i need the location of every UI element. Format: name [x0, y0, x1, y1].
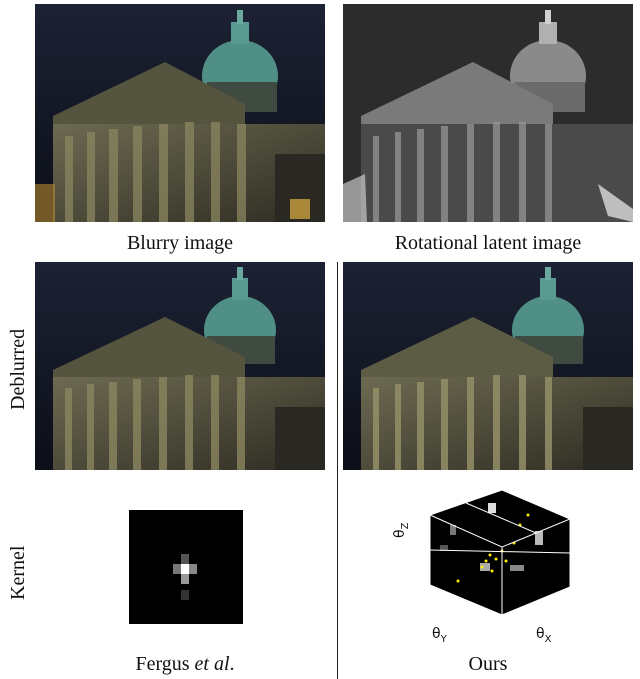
axis-label-theta-x: θX	[536, 626, 551, 645]
ours-3d-kernel	[410, 485, 580, 620]
caption-fergus-period: .	[229, 653, 235, 675]
deblurred-ours-image	[343, 262, 633, 470]
axis-z-sub: Z	[399, 522, 411, 530]
row-label-deblurred: Deblurred	[7, 328, 29, 410]
axis-label-theta-y: θY	[432, 626, 447, 645]
caption-blurry-image: Blurry image	[126, 232, 234, 254]
rotational-latent-image	[343, 4, 633, 222]
axis-z-symbol: θ	[392, 529, 408, 538]
deblurred-fergus-image	[35, 262, 325, 470]
axis-y-symbol: θ	[432, 626, 441, 642]
caption-rotational-latent-image: Rotational latent image	[394, 232, 582, 254]
fergus-kernel	[129, 510, 243, 624]
caption-fergus: Fergus et al.	[35, 653, 335, 676]
row-label-kernel: Kernel	[7, 545, 29, 600]
blurry-image	[35, 4, 325, 222]
axis-x-sub: X	[544, 633, 552, 645]
axis-y-sub: Y	[440, 633, 447, 645]
axis-label-theta-z: θZ	[392, 523, 411, 538]
axis-x-symbol: θ	[536, 626, 545, 642]
caption-fergus-etal: et al	[194, 653, 230, 675]
column-divider	[337, 262, 338, 679]
caption-ours: Ours	[468, 653, 508, 675]
caption-fergus-name: Fergus	[135, 653, 195, 675]
